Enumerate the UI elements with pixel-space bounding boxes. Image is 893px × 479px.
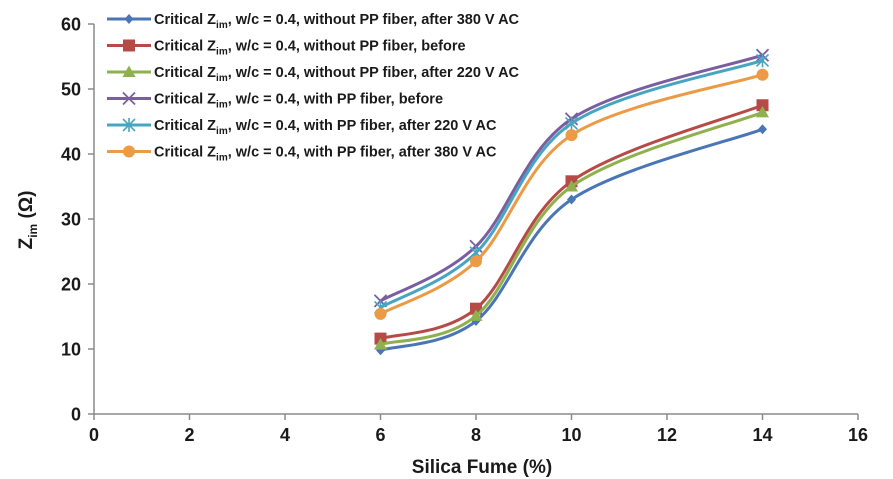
series-line: [379, 58, 764, 309]
legend-label-sub: im: [216, 100, 228, 111]
legend-label: Critical Zim, w/c = 0.4, without PP fibe…: [154, 12, 520, 31]
legend-label: Critical Zim, w/c = 0.4, with PP fiber, …: [154, 92, 443, 111]
x-tick-label: 4: [280, 425, 290, 445]
x-tick-label: 14: [752, 425, 772, 445]
legend-label-prefix: Critical Z: [154, 65, 216, 81]
legend-label: Critical Zim, w/c = 0.4, without PP fibe…: [154, 65, 520, 84]
data-point: [755, 53, 770, 68]
x-tick-label: 8: [471, 425, 481, 445]
data-point: [564, 116, 579, 131]
legend-label-sub: im: [216, 73, 228, 84]
legend-label-sub: im: [216, 47, 228, 58]
legend-entry: Critical Zim, w/c = 0.4, without PP fibe…: [107, 39, 466, 58]
y-axis-title-sub: im: [26, 224, 40, 238]
legend: Critical Zim, w/c = 0.4, without PP fibe…: [107, 12, 520, 164]
x-axis-title: Silica Fume (%): [412, 457, 552, 478]
x-tick-label: 2: [184, 425, 194, 445]
y-tick-label: 20: [61, 275, 81, 295]
series-2: [374, 99, 769, 345]
legend-label: Critical Zim, w/c = 0.4, without PP fibe…: [154, 39, 466, 58]
legend-swatch-marker: [122, 65, 136, 77]
legend-entry: Critical Zim, w/c = 0.4, without PP fibe…: [107, 12, 520, 31]
data-point: [469, 309, 483, 321]
data-point: [758, 124, 767, 135]
y-tick-label: 40: [61, 145, 81, 165]
legend-entry: Critical Zim, w/c = 0.4, without PP fibe…: [107, 65, 520, 84]
legend-label-suffix: , w/c = 0.4, with PP fiber, after 380 V …: [228, 145, 497, 161]
x-tick-label: 12: [657, 425, 677, 445]
legend-entry: Critical Zim, w/c = 0.4, with PP fiber, …: [107, 92, 443, 111]
x-tick-label: 16: [848, 425, 868, 445]
y-axis-title-main: Z: [16, 237, 37, 249]
series-line: [379, 73, 764, 316]
data-point: [756, 105, 769, 118]
series-line: [379, 53, 764, 303]
y-tick-label: 10: [61, 340, 81, 360]
legend-entry: Critical Zim, w/c = 0.4, with PP fiber, …: [107, 145, 497, 164]
data-point: [565, 180, 578, 192]
legend-label-prefix: Critical Z: [154, 92, 216, 108]
data-point: [756, 68, 769, 81]
legend-label: Critical Zim, w/c = 0.4, with PP fiber, …: [154, 118, 497, 137]
series-6: [374, 68, 769, 320]
x-tick-label: 10: [561, 425, 581, 445]
x-tick-label: 6: [375, 425, 385, 445]
legend-label-suffix: , w/c = 0.4, without PP fiber, after 220…: [228, 65, 520, 81]
series-line: [379, 103, 764, 341]
series-line: [379, 110, 764, 346]
series-line: [379, 127, 764, 352]
y-axis-title-unit: (Ω): [16, 191, 37, 224]
legend-label-prefix: Critical Z: [154, 39, 216, 55]
legend-swatch-marker: [123, 145, 135, 158]
data-point: [374, 337, 387, 350]
y-ticks: 0 10 20 30 40 50 60: [61, 15, 94, 425]
y-tick-label: 30: [61, 210, 81, 230]
legend-label-sub: im: [216, 153, 228, 164]
legend-label-suffix: , w/c = 0.4, with PP fiber, before: [228, 92, 443, 108]
legend-label: Critical Zim, w/c = 0.4, with PP fiber, …: [154, 145, 497, 164]
legend-swatch-marker: [122, 118, 136, 132]
legend-label-prefix: Critical Z: [154, 12, 216, 28]
x-ticks: 0 2 4 6 8 10 12 14 16: [89, 414, 868, 445]
y-tick-label: 50: [61, 80, 81, 100]
legend-label-prefix: Critical Z: [154, 118, 216, 134]
legend-label-prefix: Critical Z: [154, 145, 216, 161]
legend-swatch-marker: [124, 14, 134, 24]
series-layer: [373, 48, 770, 356]
legend-swatch-marker: [122, 91, 136, 106]
series-3: [374, 105, 769, 350]
legend-label-sub: im: [216, 20, 228, 31]
series-5: [373, 53, 770, 315]
legend-label-sub: im: [216, 126, 228, 137]
y-tick-label: 0: [71, 405, 81, 425]
legend-label-suffix: , w/c = 0.4, without PP fiber, before: [228, 39, 466, 55]
legend-label-suffix: , w/c = 0.4, with PP fiber, after 220 V …: [228, 118, 497, 134]
y-tick-label: 60: [61, 15, 81, 35]
legend-swatch-marker: [123, 39, 135, 52]
x-tick-label: 0: [89, 425, 99, 445]
data-point: [567, 194, 576, 205]
data-point: [470, 255, 482, 268]
legend-entry: Critical Zim, w/c = 0.4, with PP fiber, …: [107, 118, 497, 137]
y-axis-title: Zim (Ω): [16, 191, 40, 250]
data-point: [374, 307, 387, 320]
series-1: [376, 124, 767, 356]
data-point: [756, 99, 769, 112]
legend-label-suffix: , w/c = 0.4, without PP fiber, after 380…: [228, 12, 520, 28]
data-point: [565, 129, 578, 142]
axes: 0 2 4 6 8 10 12 14 16 0 10 20 30 40 50 60: [61, 15, 868, 446]
